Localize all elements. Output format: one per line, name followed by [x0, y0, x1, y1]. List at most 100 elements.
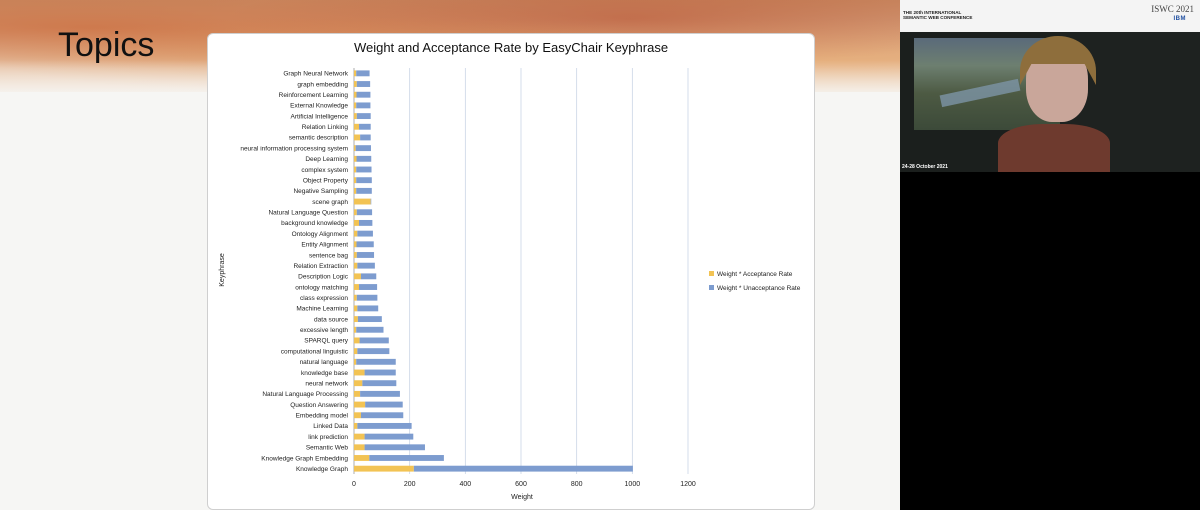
chart-card: Weight and Acceptance Rate by EasyChair … [207, 33, 815, 510]
category-label: natural language [300, 359, 349, 366]
x-tick-label: 600 [515, 481, 527, 488]
x-axis-label: Weight [511, 494, 533, 501]
bar-unacceptance [362, 380, 397, 387]
category-label: neural information processing system [240, 145, 348, 152]
conference-banner: THE 20th INTERNATIONAL SEMANTIC WEB CONF… [900, 0, 1200, 32]
category-label: Relation Extraction [293, 263, 348, 270]
bar-acceptance [354, 81, 357, 87]
x-tick-label: 400 [459, 481, 471, 488]
x-tick-label: 0 [352, 481, 356, 488]
category-label: data source [314, 316, 348, 323]
bar-unacceptance [356, 187, 372, 194]
bar-unacceptance [355, 145, 371, 152]
bar-acceptance [354, 230, 358, 237]
bar-unacceptance [356, 155, 372, 162]
category-label: neural network [305, 380, 348, 387]
bar-acceptance [354, 198, 371, 205]
bar-acceptance [354, 369, 365, 376]
bar-acceptance [354, 209, 357, 216]
bar-unacceptance [369, 455, 444, 461]
category-label: Ontology Alignment [292, 231, 349, 238]
conference-dates: 24-28 October 2021 [902, 164, 948, 170]
bar-acceptance [354, 326, 357, 333]
bar-acceptance [354, 91, 357, 98]
category-label: Question Answering [290, 402, 348, 409]
bar-unacceptance [360, 134, 371, 141]
bar-acceptance [354, 284, 360, 290]
bar-acceptance [354, 433, 365, 440]
bar-unacceptance [359, 219, 373, 226]
category-label: Deep Learning [305, 156, 348, 163]
bar-acceptance [354, 123, 360, 130]
category-label: Negative Sampling [293, 188, 348, 195]
category-label: link prediction [308, 434, 348, 441]
legend-label: Weight * Acceptance Rate [717, 271, 793, 278]
category-label: background knowledge [281, 220, 348, 227]
bar-unacceptance [359, 284, 378, 290]
category-label: semantic description [289, 135, 349, 142]
category-label: External Knowledge [290, 103, 348, 110]
category-label: Description Logic [298, 274, 349, 281]
bar-unacceptance [356, 252, 375, 258]
bar-acceptance [354, 145, 356, 152]
bar-acceptance [354, 134, 361, 141]
bar-acceptance [354, 70, 357, 77]
bar-unacceptance [365, 401, 403, 408]
category-label: computational linguistic [281, 348, 349, 355]
bar-unacceptance [357, 305, 379, 312]
legend-swatch [709, 271, 714, 276]
bar-unacceptance [357, 316, 382, 323]
bar-unacceptance [360, 412, 404, 419]
bar-unacceptance [357, 348, 390, 355]
bar-acceptance [354, 187, 357, 194]
bar-unacceptance [357, 230, 373, 237]
bar-acceptance [354, 412, 361, 419]
bar-unacceptance [360, 390, 400, 397]
bar-unacceptance [356, 166, 372, 173]
category-label: knowledge base [301, 370, 348, 377]
bar-unacceptance [356, 70, 370, 77]
slide-title: Topics [58, 26, 155, 64]
bar-acceptance [354, 252, 357, 258]
bar-acceptance [354, 155, 357, 162]
bar-acceptance [354, 422, 358, 429]
bar-acceptance [354, 177, 357, 184]
sponsor-logo: IBM [1173, 16, 1186, 22]
bar-acceptance [354, 348, 358, 355]
bar-acceptance [354, 262, 358, 269]
bar-acceptance [354, 390, 361, 397]
keyphrase-bar-chart: Weight and Acceptance Rate by EasyChair … [219, 40, 801, 501]
category-label: Linked Data [313, 423, 348, 430]
category-label: Natural Language Question [268, 210, 348, 217]
category-label: complex system [301, 167, 348, 174]
bar-acceptance [354, 455, 370, 461]
bar-acceptance [354, 113, 357, 120]
bar-unacceptance [364, 433, 414, 440]
x-tick-labels: 0 200 400 600 800 1000 1200 [352, 481, 696, 488]
bar-acceptance [354, 465, 414, 472]
bar-acceptance [354, 444, 365, 451]
category-label: Embedding model [296, 413, 349, 420]
category-label: Object Property [303, 177, 349, 184]
bar-unacceptance [356, 294, 378, 301]
category-label: Relation Linking [302, 124, 349, 131]
chart-title: Weight and Acceptance Rate by EasyChair … [354, 40, 668, 55]
bar-unacceptance [364, 369, 396, 376]
legend: Weight * Acceptance Rate Weight * Unaccep… [709, 271, 801, 292]
category-label: ontology matching [295, 284, 348, 291]
category-label: Graph Neural Network [283, 71, 348, 78]
bar-unacceptance [357, 422, 412, 429]
bar-unacceptance [356, 81, 371, 87]
bar-unacceptance [356, 358, 396, 365]
bar-acceptance [354, 401, 366, 408]
category-label: SPARQL query [304, 338, 348, 345]
category-label: Semantic Web [306, 445, 349, 452]
category-label: sentence bag [309, 252, 348, 259]
bar-unacceptance [356, 113, 371, 120]
bar-unacceptance [364, 444, 425, 451]
conference-short-name: ISWC 2021 [1151, 4, 1194, 14]
category-label: Knowledge Graph [296, 466, 348, 473]
y-axis-label: Keyphrase [219, 253, 226, 287]
bar-unacceptance [356, 241, 374, 248]
legend-label: Weight * Unacceptance Rate [717, 285, 801, 292]
